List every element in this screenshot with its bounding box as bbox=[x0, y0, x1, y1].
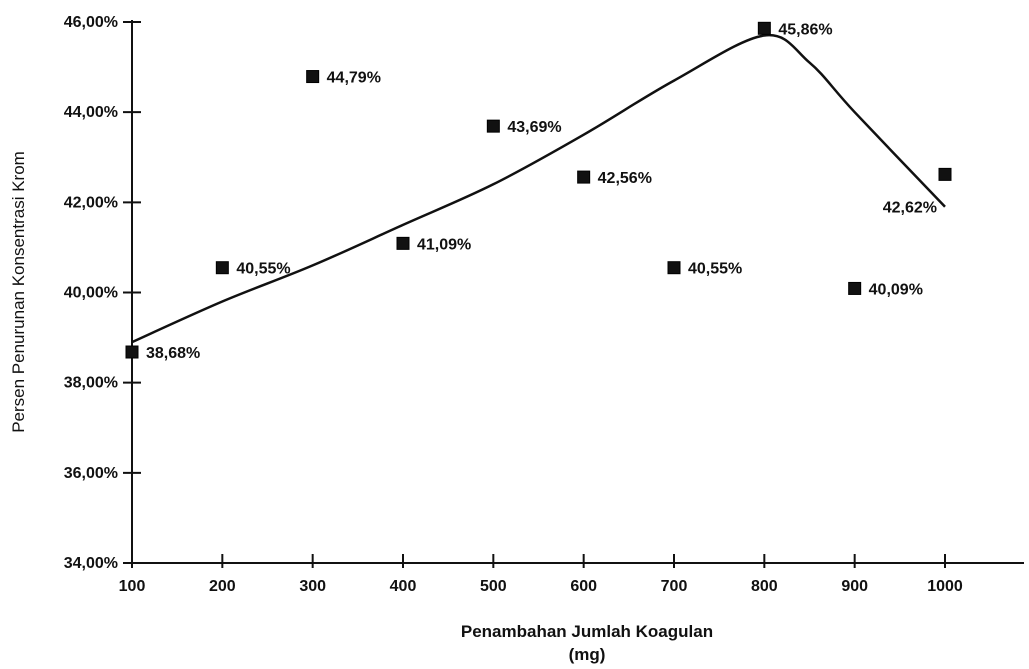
data-label: 45,86% bbox=[778, 21, 832, 38]
x-tick-label: 500 bbox=[480, 578, 507, 595]
data-point bbox=[757, 21, 771, 35]
y-tick-label: 34,00% bbox=[64, 555, 118, 572]
data-label: 40,09% bbox=[869, 281, 923, 298]
data-point bbox=[125, 345, 139, 359]
data-label: 40,55% bbox=[236, 261, 290, 278]
y-tick-label: 42,00% bbox=[64, 194, 118, 211]
y-tick-label: 38,00% bbox=[64, 375, 118, 392]
points-layer bbox=[125, 21, 952, 359]
data-point bbox=[577, 170, 591, 184]
data-point bbox=[667, 261, 681, 275]
x-tick-label: 600 bbox=[570, 578, 597, 595]
y-tick-label: 36,00% bbox=[64, 465, 118, 482]
data-label: 42,62% bbox=[883, 199, 937, 216]
trend-line bbox=[131, 34, 946, 344]
axes: 34,00% 36,00% 38,00% 40,00% 42,00% 44,00% 46,0… bbox=[64, 14, 1024, 595]
trend-layer bbox=[131, 34, 946, 344]
data-label: 38,68% bbox=[146, 345, 200, 362]
x-tick-label: 400 bbox=[390, 578, 417, 595]
x-axis-unit: (mg) bbox=[569, 645, 606, 664]
data-point bbox=[848, 281, 862, 295]
x-tick-label: 700 bbox=[661, 578, 688, 595]
x-tick-label: 900 bbox=[841, 578, 868, 595]
data-label: 41,09% bbox=[417, 236, 471, 253]
data-point bbox=[215, 261, 229, 275]
y-axis-title: Persen Penurunan Konsentrasi Krom bbox=[9, 151, 28, 433]
data-label: 42,56% bbox=[598, 170, 652, 187]
y-tick-label: 44,00% bbox=[64, 104, 118, 121]
y-tick-label: 40,00% bbox=[64, 285, 118, 302]
data-point bbox=[486, 119, 500, 133]
data-point bbox=[938, 167, 952, 181]
x-tick-label: 300 bbox=[299, 578, 326, 595]
data-labels-layer: 38,68% 40,55% 44,79% 41,09% 43,69% 42,56% 40,5… bbox=[146, 21, 937, 362]
x-tick-label: 1000 bbox=[927, 578, 963, 595]
x-axis-title: Penambahan Jumlah Koagulan bbox=[461, 622, 713, 641]
data-label: 44,79% bbox=[327, 70, 381, 87]
data-label: 43,69% bbox=[507, 119, 561, 136]
data-point bbox=[306, 70, 320, 84]
x-tick-label: 200 bbox=[209, 578, 236, 595]
y-tick-label: 46,00% bbox=[64, 14, 118, 31]
data-label: 40,55% bbox=[688, 261, 742, 278]
data-point bbox=[396, 236, 410, 250]
x-tick-label: 800 bbox=[751, 578, 778, 595]
x-tick-label: 100 bbox=[119, 578, 146, 595]
